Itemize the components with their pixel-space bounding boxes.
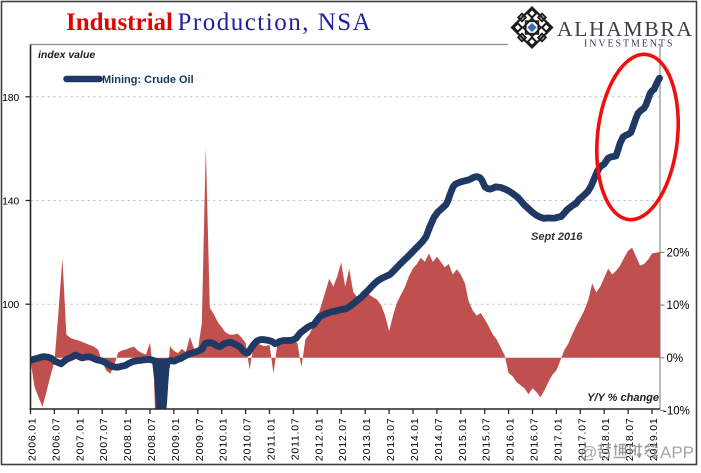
svg-text:2017.01: 2017.01: [552, 418, 564, 462]
svg-text:INVESTMENTS: INVESTMENTS: [584, 39, 674, 50]
svg-text:2014.01: 2014.01: [409, 418, 421, 462]
svg-text:140: 140: [2, 196, 19, 208]
svg-text:2012.01: 2012.01: [313, 418, 325, 462]
svg-text:10%: 10%: [667, 300, 690, 312]
svg-text:2006.01: 2006.01: [27, 418, 39, 462]
svg-text:-10%: -10%: [663, 406, 690, 418]
svg-text:20%: 20%: [667, 247, 690, 259]
svg-text:0%: 0%: [667, 353, 684, 365]
svg-text:Sept 2016: Sept 2016: [531, 231, 583, 243]
svg-text:2016.07: 2016.07: [529, 418, 541, 462]
svg-text:2007.01: 2007.01: [74, 418, 86, 462]
svg-text:2011.01: 2011.01: [266, 418, 278, 461]
svg-text:2011.07: 2011.07: [289, 418, 301, 461]
svg-text:100: 100: [2, 299, 19, 311]
svg-text:ALHAMBRA: ALHAMBRA: [557, 17, 694, 41]
svg-text:2013.01: 2013.01: [361, 418, 373, 462]
svg-text:index value: index value: [38, 49, 95, 61]
svg-text:Mining: Crude Oil: Mining: Crude Oil: [102, 74, 194, 86]
svg-text:Y/Y % change: Y/Y % change: [587, 392, 659, 404]
svg-text:2017.07: 2017.07: [576, 418, 588, 462]
svg-text:2015.01: 2015.01: [457, 418, 469, 462]
svg-text:2009.01: 2009.01: [170, 418, 182, 462]
svg-text:2016.01: 2016.01: [505, 418, 517, 462]
svg-text:2015.07: 2015.07: [481, 418, 493, 462]
svg-text:2010.01: 2010.01: [218, 418, 230, 462]
svg-text:APP: APP: [660, 443, 694, 462]
svg-text:@: @: [580, 443, 597, 462]
svg-text:2013.07: 2013.07: [385, 418, 397, 462]
svg-text:2007.07: 2007.07: [98, 418, 110, 462]
svg-text:180: 180: [2, 92, 19, 104]
svg-text:2006.07: 2006.07: [50, 418, 62, 462]
svg-text:2008.07: 2008.07: [146, 418, 158, 462]
svg-text:2018.01: 2018.01: [600, 418, 612, 462]
svg-text:2012.07: 2012.07: [337, 418, 349, 462]
svg-text:2019.01: 2019.01: [648, 418, 660, 462]
svg-text:2014.07: 2014.07: [433, 418, 445, 462]
svg-text:2010.07: 2010.07: [242, 418, 254, 462]
svg-text:2009.07: 2009.07: [194, 418, 206, 462]
svg-text:2008.01: 2008.01: [122, 418, 134, 462]
